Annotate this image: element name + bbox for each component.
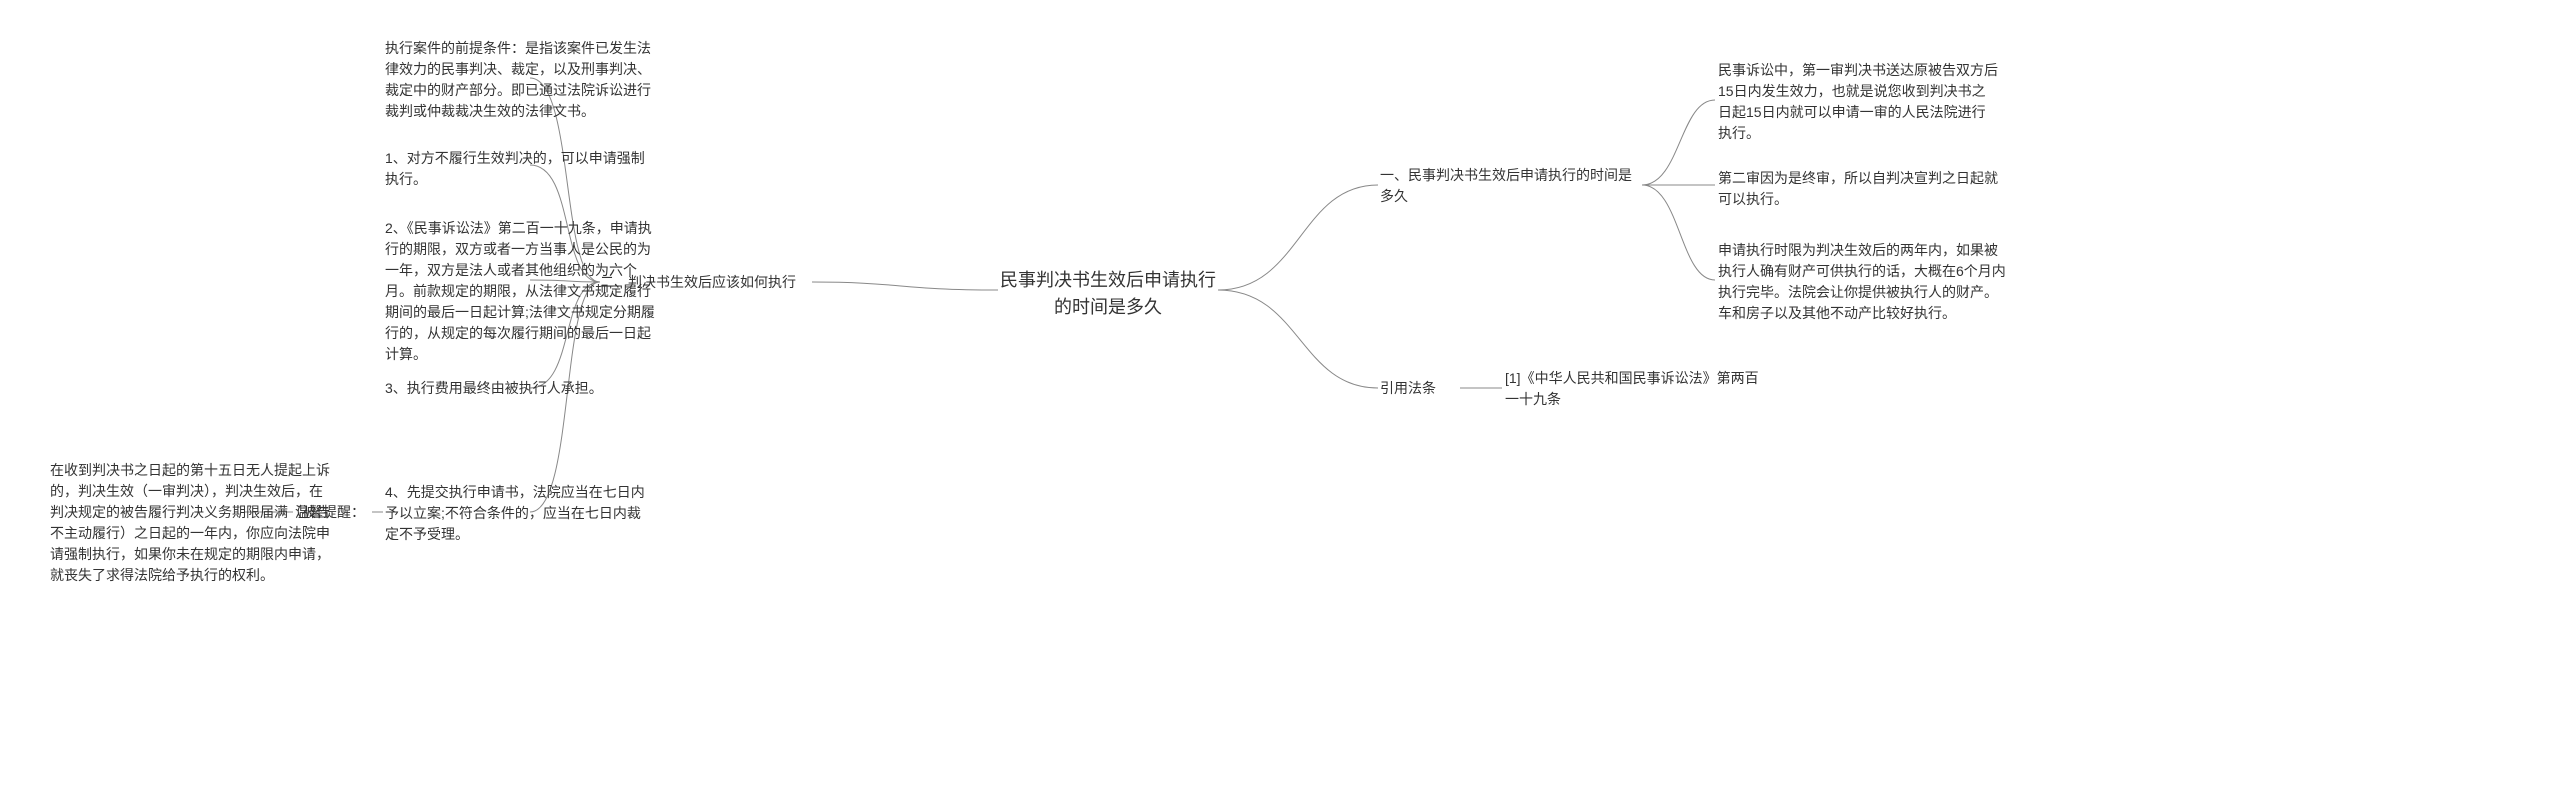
- branch-right-1-label: 一、民事判决书生效后申请执行的时间是多久: [1380, 165, 1640, 207]
- branch-left-child-2: 1、对方不履行生效判决的，可以申请强制执行。: [385, 148, 650, 190]
- tip-leaf: 在收到判决书之日起的第十五日无人提起上诉的，判决生效（一审判决），判决生效后，在…: [50, 460, 330, 586]
- branch-right-1-child-3: 申请执行时限为判决生效后的两年内，如果被执行人确有财产可供执行的话，大概在6个月…: [1718, 240, 2008, 324]
- branch-left-child-5: 4、先提交执行申请书，法院应当在七日内予以立案;不符合条件的，应当在七日内裁定不…: [385, 482, 650, 545]
- branch-right-2-child-1: [1]《中华人民共和国民事诉讼法》第两百一十九条: [1505, 368, 1765, 410]
- branch-right-2-label: 引用法条: [1380, 378, 1460, 399]
- branch-right-1-child-2: 第二审因为是终审，所以自判决宣判之日起就可以执行。: [1718, 168, 1998, 210]
- branch-left-child-3: 2、《民事诉讼法》第二百一十九条，申请执行的期限，双方或者一方当事人是公民的为一…: [385, 218, 660, 365]
- branch-left-child-1: 执行案件的前提条件：是指该案件已发生法律效力的民事判决、裁定，以及刑事判决、裁定…: [385, 38, 660, 122]
- branch-left-child-4: 3、执行费用最终由被执行人承担。: [385, 378, 615, 399]
- branch-right-1-child-1: 民事诉讼中，第一审判决书送达原被告双方后15日内发生效力，也就是说您收到判决书之…: [1718, 60, 1998, 144]
- mindmap-connectors: [0, 0, 2560, 789]
- root-node: 民事判决书生效后申请执行的时间是多久: [998, 267, 1218, 321]
